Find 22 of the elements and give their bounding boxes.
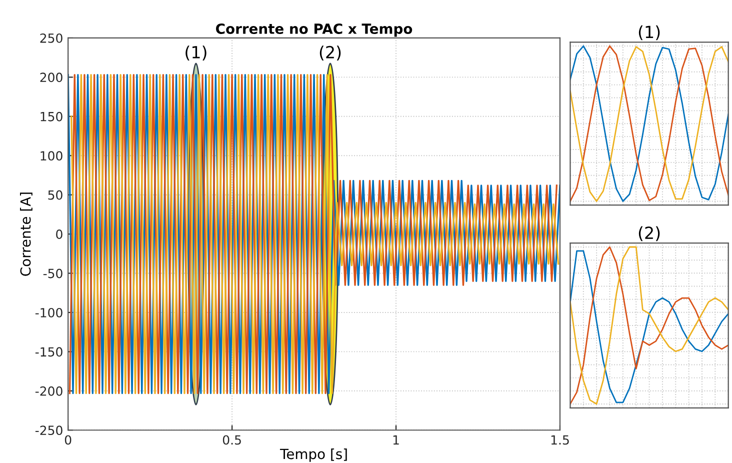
x-tick-label: 1.5 [551,435,569,445]
y-axis-title: Corrente [A] [20,192,32,276]
y-tick-label: 200 [40,72,62,82]
y-tick-label: -200 [35,386,62,396]
x-tick-label: 0 [64,435,72,445]
y-tick-label: -150 [35,347,62,357]
y-tick-label: 150 [40,112,62,122]
annotation: (1) [186,46,206,60]
y-tick-label: 100 [40,151,62,161]
chart-title: (1) [638,25,660,40]
y-tick-label: -50 [43,268,62,278]
y-tick-label: -250 [35,426,62,436]
y-tick-label: 250 [40,33,62,43]
y-tick-label: -100 [35,308,62,318]
annotation: (2) [320,46,341,60]
chart-title: Corrente no PAC x Tempo [216,23,412,37]
chart-title: (2) [638,226,660,242]
x-axis-title: Tempo [s] [280,448,347,462]
x-tick-label: 1 [393,435,399,444]
y-tick-label: 50 [48,190,62,200]
x-tick-label: 0.5 [222,435,241,445]
y-tick-label: 0 [56,230,62,239]
